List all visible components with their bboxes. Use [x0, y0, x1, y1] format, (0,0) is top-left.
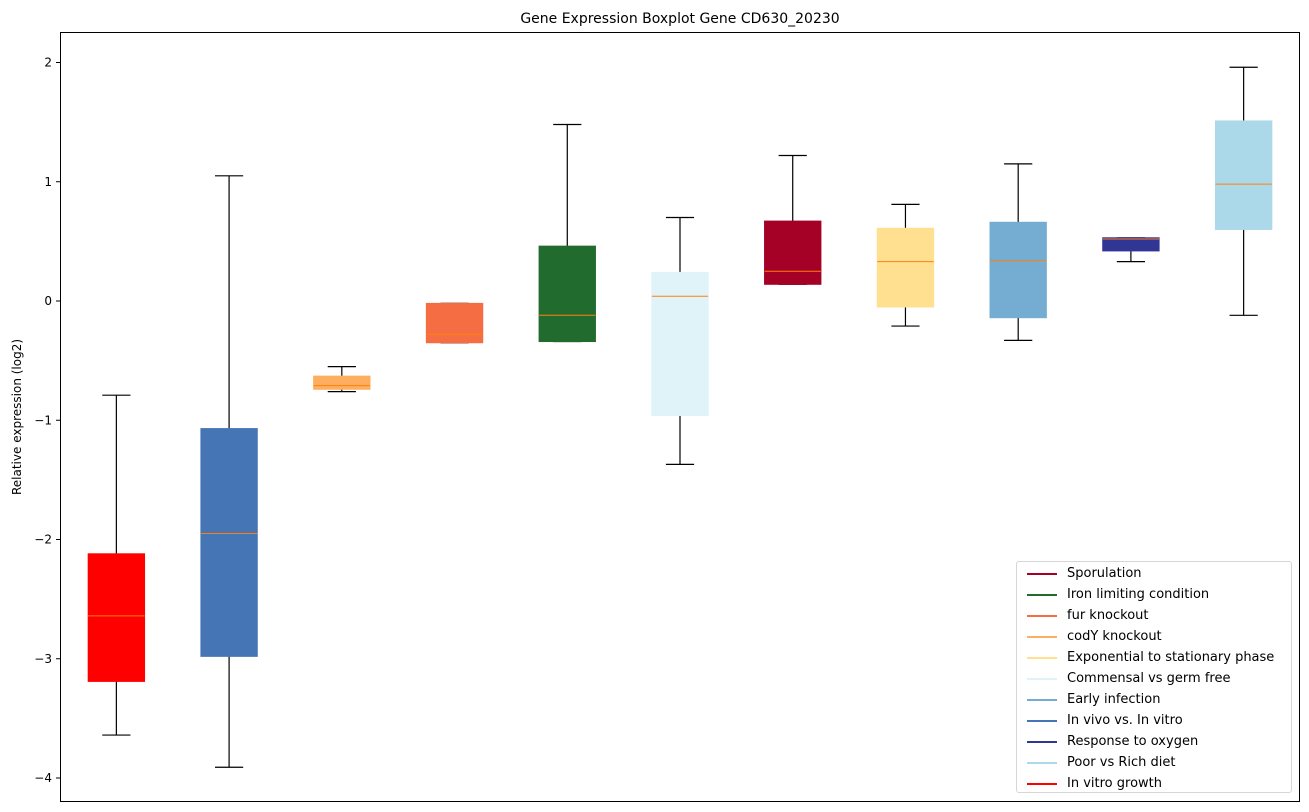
- legend-item: In vitro growth: [1017, 774, 1291, 794]
- box-iron-limiting-condition: [538, 123, 596, 343]
- y-tick-label: 1: [44, 175, 52, 189]
- legend-item: In vivo vs. In vitro: [1017, 711, 1291, 731]
- y-tick-label: −4: [34, 771, 52, 785]
- iqr-box: [651, 271, 709, 416]
- iqr-box: [989, 221, 1047, 319]
- box-commensal-vs-germ-free: [651, 216, 709, 465]
- y-tick-label: −2: [34, 533, 52, 547]
- legend-label: Commensal vs germ free: [1067, 671, 1231, 686]
- legend-swatch: [1027, 720, 1057, 722]
- legend-label: In vivo vs. In vitro: [1067, 713, 1183, 728]
- legend-item: Poor vs Rich diet: [1017, 753, 1291, 773]
- legend-swatch: [1027, 636, 1057, 638]
- legend-swatch: [1027, 657, 1057, 659]
- legend-label: Poor vs Rich diet: [1067, 755, 1176, 770]
- legend-label: codY knockout: [1067, 629, 1162, 644]
- legend-swatch: [1027, 678, 1057, 680]
- legend-item: Exponential to stationary phase: [1017, 648, 1291, 668]
- y-tick-label: 2: [44, 56, 52, 70]
- legend-label: Sporulation: [1067, 566, 1142, 581]
- y-axis-ticks: 2 1 0 −1 −2 −3 −4: [34, 56, 60, 785]
- iqr-box: [764, 220, 822, 285]
- box-early-infection: [989, 163, 1047, 341]
- legend-item: Sporulation: [1017, 564, 1291, 584]
- chart-title: Gene Expression Boxplot Gene CD630_20230: [520, 11, 839, 27]
- y-tick-label: −3: [34, 652, 52, 666]
- box-cody-knockout: [313, 365, 371, 393]
- boxes: [87, 66, 1273, 768]
- legend-item: Commensal vs germ free: [1017, 669, 1291, 689]
- legend-item: Response to oxygen: [1017, 732, 1291, 752]
- legend-item: Early infection: [1017, 690, 1291, 710]
- legend-swatch: [1027, 762, 1057, 764]
- iqr-box: [200, 428, 258, 657]
- iqr-box: [87, 553, 146, 682]
- legend: Sporulation Iron limiting condition fur kn…: [1016, 561, 1292, 793]
- plot-frame: [60, 32, 1300, 802]
- legend-swatch: [1027, 573, 1057, 575]
- legend-label: Exponential to stationary phase: [1067, 650, 1275, 665]
- box-response-to-oxygen: [1102, 237, 1160, 263]
- box-in-vivo-vs-in-vitro: [200, 175, 258, 768]
- iqr-box: [425, 302, 484, 344]
- box-poor-vs-rich-diet: [1214, 66, 1273, 316]
- iqr-box: [313, 375, 371, 390]
- iqr-box: [1102, 237, 1160, 252]
- iqr-box: [876, 227, 935, 308]
- iqr-box: [1214, 120, 1273, 230]
- legend-label: Iron limiting condition: [1067, 587, 1210, 602]
- legend-swatch: [1027, 783, 1057, 785]
- legend-swatch: [1027, 594, 1057, 596]
- legend-swatch: [1027, 741, 1057, 743]
- legend-swatch: [1027, 699, 1057, 701]
- box-in-vitro-growth: [87, 394, 146, 736]
- legend-swatch: [1027, 615, 1057, 617]
- legend-item: Iron limiting condition: [1017, 585, 1291, 605]
- legend-label: In vitro growth: [1067, 776, 1162, 791]
- y-axis-label: Relative expression (log2): [10, 339, 24, 495]
- legend-label: fur knockout: [1067, 608, 1149, 623]
- iqr-box: [538, 245, 596, 343]
- legend-item: codY knockout: [1017, 627, 1291, 647]
- box-fur-knockout: [425, 302, 484, 344]
- legend-item: fur knockout: [1017, 606, 1291, 626]
- y-tick-label: −1: [34, 413, 52, 427]
- y-tick-label: 0: [44, 294, 52, 308]
- legend-label: Response to oxygen: [1067, 734, 1199, 749]
- box-exponential-to-stationary-phase: [876, 203, 935, 327]
- box-sporulation: [764, 154, 822, 285]
- legend-label: Early infection: [1067, 692, 1161, 707]
